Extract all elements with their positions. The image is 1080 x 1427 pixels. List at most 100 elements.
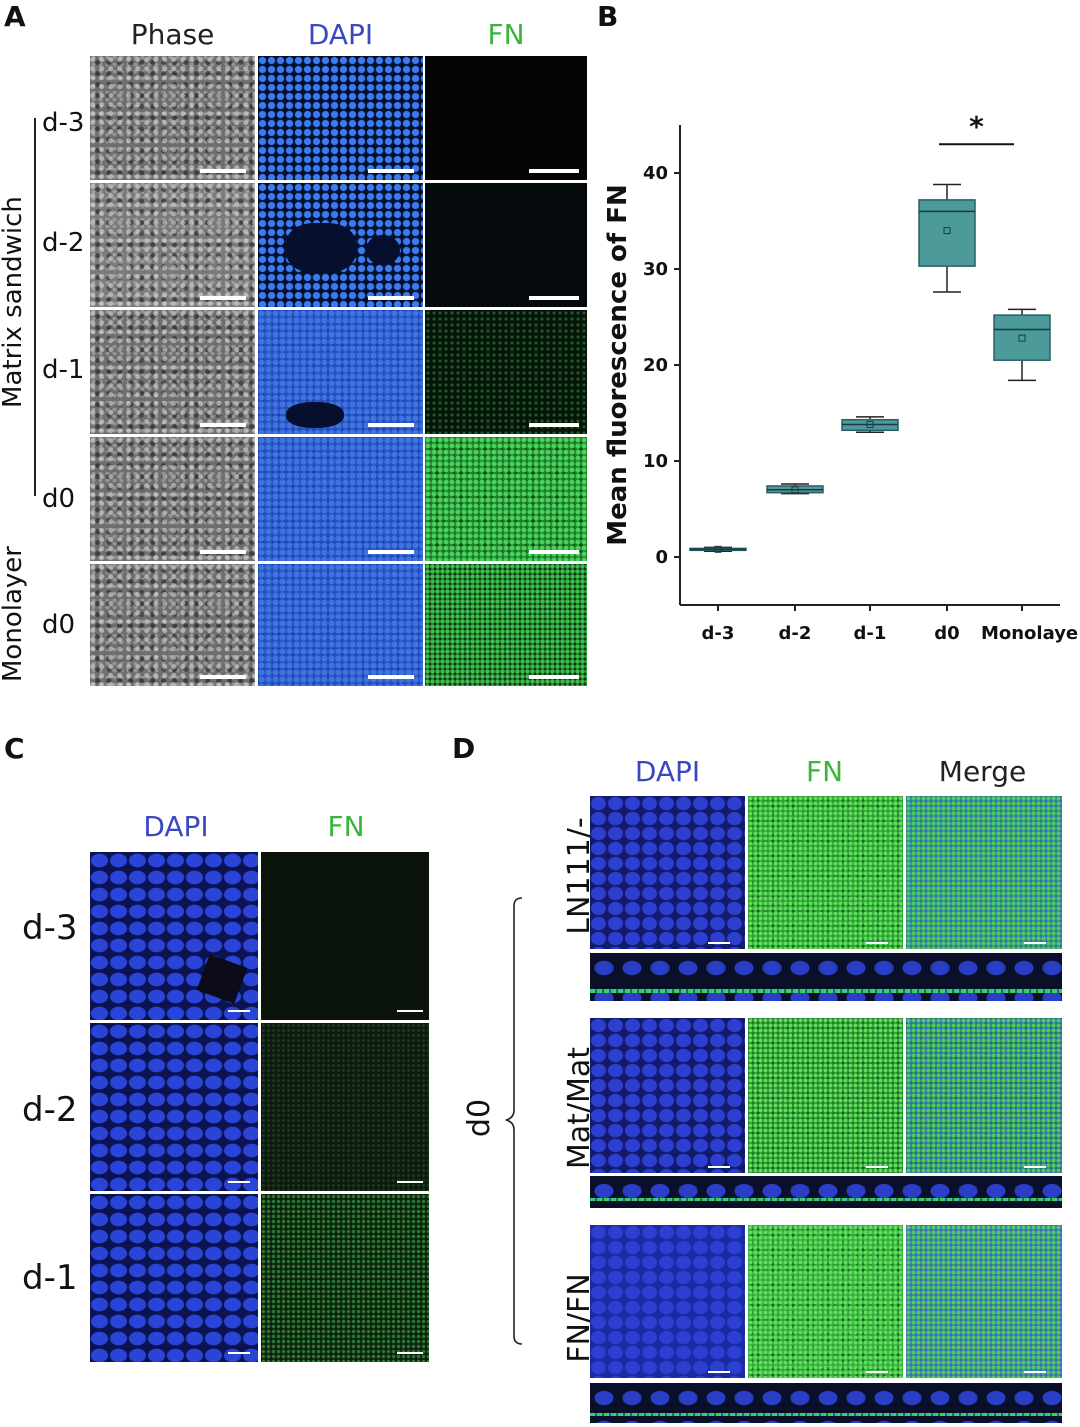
scale-bar: [397, 1352, 423, 1354]
scale-bar: [708, 1166, 730, 1168]
image-dapi-d-3: [258, 56, 423, 180]
scale-bar: [529, 423, 579, 427]
scale-bar: [368, 169, 414, 173]
image-d-xz-fnfn: [590, 1383, 1062, 1423]
scale-bar: [529, 296, 579, 300]
x-tick-label: d-3: [702, 623, 735, 644]
y-tick-label: 0: [655, 547, 668, 568]
scale-bar: [708, 942, 730, 944]
x-tick-label: d-1: [854, 623, 887, 644]
image-d-fn-fnfn: [748, 1225, 903, 1378]
y-axis-title: Mean fluorescence of FN: [603, 184, 633, 546]
y-tick-label: 30: [643, 259, 668, 280]
panel-d-header-fn: FN: [805, 755, 844, 788]
panel-c-header-fn: FN: [327, 810, 365, 843]
group-bracket-line: [34, 118, 36, 496]
x-tick-label: d-2: [779, 623, 812, 644]
scale-bar: [200, 550, 246, 554]
scale-bar: [1024, 1371, 1046, 1373]
scale-bar: [228, 1181, 250, 1183]
panel-a-header-fn: FN: [487, 18, 525, 51]
mean-marker: [791, 486, 799, 494]
scale-bar: [397, 1010, 423, 1012]
panel-c-row-label: d-1: [22, 1258, 78, 1298]
image-fn-d0-monolayer: [425, 564, 587, 686]
y-tick-label: 40: [643, 163, 668, 184]
matrix-line: [590, 1198, 1062, 1201]
image-d-fn-ln111: [748, 796, 903, 949]
scale-bar: [200, 675, 246, 679]
image-fn-d-1: [425, 310, 587, 434]
image-dapi-d0-sandwich: [258, 437, 423, 561]
scale-bar: [228, 1010, 250, 1012]
significance-star: *: [969, 110, 984, 143]
cell-free-region: [286, 223, 356, 273]
panel-d-label: D: [452, 732, 476, 765]
image-d-dapi-fnfn: [590, 1225, 745, 1378]
image-d-xz-matmat: [590, 1176, 1062, 1208]
panel-a-row-label: d-1: [42, 355, 85, 385]
image-dapi-d-1: [258, 310, 423, 434]
scale-bar: [866, 1166, 888, 1168]
x-tick-label: d0: [934, 623, 959, 644]
panel-a-row-label: d0: [42, 484, 76, 514]
image-d-merge-ln111: [906, 796, 1062, 949]
mean-marker: [866, 421, 874, 429]
scale-bar: [368, 675, 414, 679]
image-fn-d0-sandwich: [425, 437, 587, 561]
image-fn-d-2: [425, 183, 587, 307]
mean-marker: [943, 227, 951, 235]
image-c-fn-d-2: [261, 1023, 429, 1191]
scale-bar: [368, 296, 414, 300]
panel-a-row-label: d-2: [42, 228, 85, 258]
y-tick-label: 10: [643, 451, 668, 472]
scale-bar: [368, 423, 414, 427]
image-fn-d-3: [425, 56, 587, 180]
image-phase-d0-monolayer: [90, 564, 255, 686]
cell-free-region: [366, 235, 400, 265]
scale-bar: [866, 942, 888, 944]
panel-d-group-label: d0: [462, 1098, 497, 1138]
panel-d-group-bracket: [505, 897, 523, 1345]
image-d-dapi-matmat: [590, 1018, 745, 1173]
scale-bar: [866, 1371, 888, 1373]
scale-bar: [200, 169, 246, 173]
box-d0: [918, 199, 976, 267]
panel-a-row-label: d0: [42, 610, 76, 640]
image-dapi-d0-monolayer: [258, 564, 423, 686]
panel-c-label: C: [4, 732, 25, 765]
panel-c-header-dapi: DAPI: [143, 810, 209, 843]
box-plot-chart: 0 10 20 30 40 Mean fluorescence of FN d-3 d-2 d-…: [603, 110, 1078, 644]
scale-bar: [708, 1371, 730, 1373]
panel-b-label: B: [597, 0, 619, 33]
box-Monolayer: [993, 314, 1051, 361]
panel-a-row-label: d-3: [42, 108, 85, 138]
panel-d-header-merge: Merge: [938, 755, 1027, 788]
x-tick-label: Monolayer: [981, 623, 1078, 644]
scale-bar: [1024, 942, 1046, 944]
scale-bar: [368, 550, 414, 554]
scale-bar: [200, 296, 246, 300]
image-c-fn-d-3: [261, 852, 429, 1020]
cell-free-region: [196, 954, 248, 1004]
image-phase-d-3: [90, 56, 255, 180]
image-phase-d-2: [90, 183, 255, 307]
image-dapi-d-2: [258, 183, 423, 307]
image-c-dapi-d-1: [90, 1194, 258, 1362]
panel-a-header-dapi: DAPI: [307, 18, 374, 51]
group-label-matrix-sandwich: Matrix sandwich: [0, 196, 28, 408]
group-label-monolayer: Monolayer: [0, 546, 28, 682]
image-d-dapi-ln111: [590, 796, 745, 949]
image-d-fn-matmat: [748, 1018, 903, 1173]
image-c-dapi-d-2: [90, 1023, 258, 1191]
scale-bar: [529, 550, 579, 554]
image-c-fn-d-1: [261, 1194, 429, 1362]
image-d-xz-ln111: [590, 953, 1062, 1001]
image-d-merge-fnfn: [906, 1225, 1062, 1378]
panel-c-row-label: d-2: [22, 1090, 78, 1130]
mean-marker: [1018, 334, 1026, 342]
scale-bar: [529, 675, 579, 679]
panel-a-label: A: [4, 0, 26, 33]
panel-d-header-dapi: DAPI: [634, 755, 701, 788]
image-phase-d0-sandwich: [90, 437, 255, 561]
